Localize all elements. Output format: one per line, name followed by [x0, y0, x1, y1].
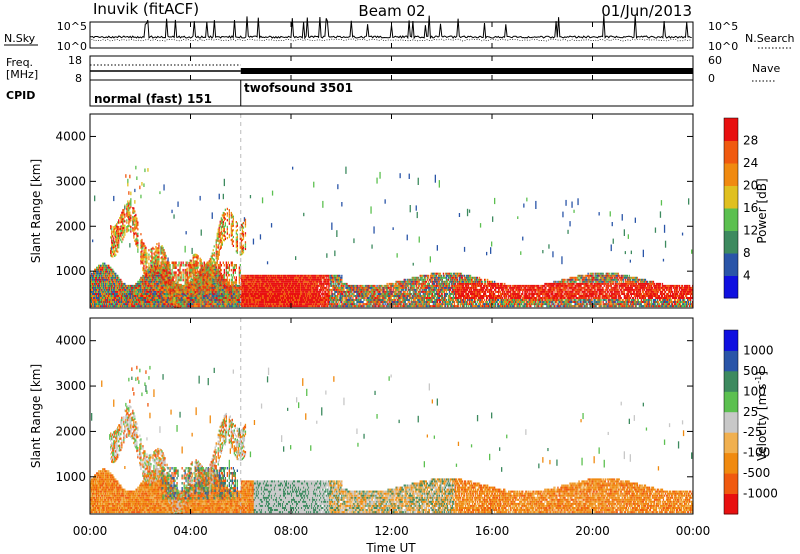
velocity-colorbar-tick-1: -500	[743, 466, 770, 480]
velocity-colorbar-segment	[724, 452, 738, 474]
power-panel: 1000 2000 3000 4000 Slant Range [km] 4 8 12 16…	[29, 113, 769, 309]
power-ytick-0: 1000	[55, 264, 86, 278]
noise-left-label: N.Sky	[4, 32, 36, 45]
power-colorbar-tick-1: 8	[743, 246, 751, 260]
time-tick-6: 00:00	[676, 524, 711, 538]
nave-tick-top: 60	[708, 54, 722, 67]
power-colorbar-tick-3: 16	[743, 201, 758, 215]
power-colorbar-tick-0: 4	[743, 269, 751, 283]
noise-trace	[89, 15, 692, 42]
power-colorbar-segment	[724, 140, 738, 164]
time-tick-0: 00:00	[73, 524, 108, 538]
power-colorbar-segment	[724, 275, 738, 299]
power-colorbar-segment	[724, 163, 738, 186]
velocity-colorbar-segment	[724, 350, 738, 372]
velocity-scatter	[90, 365, 693, 514]
power-colorbar-segment	[724, 253, 738, 276]
cpid-label: CPID	[6, 89, 35, 102]
velocity-colorbar-tick-2: -100	[743, 446, 770, 460]
power-scatter	[90, 165, 693, 308]
cpid-mode-normal: normal (fast) 151	[94, 92, 212, 106]
time-tick-3: 12:00	[374, 524, 409, 538]
velocity-colorbar-segment	[724, 432, 738, 454]
velocity-colorbar-tick-7: 1000	[743, 343, 774, 357]
velocity-ylabel: Slant Range [km]	[29, 364, 43, 468]
velocity-colorbar-tick-0: -1000	[743, 487, 778, 501]
velocity-colorbar-tick-6: 500	[743, 364, 766, 378]
power-ytick-1: 2000	[55, 219, 86, 233]
power-colorbar: 4 8 12 16 20 24 28	[723, 117, 758, 299]
station-title: Inuvik (fitACF)	[93, 0, 199, 18]
velocity-colorbar-tick-3: -25	[743, 425, 763, 439]
velocity-colorbar-label-sup: -1	[754, 376, 763, 384]
velocity-colorbar-segment	[724, 391, 738, 413]
velocity-colorbar-tick-4: 25	[743, 405, 758, 419]
freq-label-line2: [MHz]	[6, 68, 38, 81]
nave-tick-bottom: 0	[708, 72, 715, 85]
velocity-ytick-2: 3000	[55, 379, 86, 393]
beam-title: Beam 02	[358, 2, 425, 20]
time-tick-5: 20:00	[575, 524, 610, 538]
noise-panel: N.Sky 10^5 10^0 10^5 10^0 N.Search	[4, 15, 795, 53]
velocity-colorbar-segment	[724, 493, 738, 515]
power-colorbar-tick-6: 28	[743, 134, 758, 148]
velocity-colorbar-tick-5: 100	[743, 384, 766, 398]
noise-left-tick-bottom: 10^0	[57, 40, 87, 53]
noise-left-tick-top: 10^5	[57, 20, 87, 33]
cpid-mode-twofsound: twofsound 3501	[244, 81, 353, 95]
nave-label: Nave	[752, 62, 780, 75]
time-tick-1: 04:00	[173, 524, 208, 538]
velocity-colorbar-segment	[724, 330, 738, 351]
time-xlabel: Time UT	[365, 541, 416, 554]
freq-label-line1: Freq.	[6, 56, 33, 69]
power-colorbar-tick-2: 12	[743, 224, 758, 238]
power-colorbar-label: Power [dB]	[755, 178, 769, 243]
velocity-ytick-0: 1000	[55, 470, 86, 484]
velocity-colorbar-segment	[724, 411, 738, 433]
velocity-ytick-3: 4000	[55, 334, 86, 348]
power-colorbar-segment	[724, 230, 738, 254]
power-ylabel: Slant Range [km]	[29, 159, 43, 263]
power-colorbar-segment	[724, 208, 738, 231]
noise-right-tick-top: 10^5	[708, 20, 738, 33]
power-colorbar-tick-4: 20	[743, 179, 758, 193]
date-title: 01/Jun/2013	[601, 2, 692, 20]
power-colorbar-tick-5: 24	[743, 156, 758, 170]
power-colorbar-segment	[724, 118, 738, 141]
velocity-colorbar-segment	[724, 473, 738, 494]
time-axis: 00:00 04:00 08:00 12:00 16:00 20:00 00:00	[73, 22, 711, 538]
freq-tick-bottom: 8	[75, 72, 82, 85]
velocity-ytick-1: 2000	[55, 424, 86, 438]
freq-tick-top: 18	[68, 54, 82, 67]
cpid-panel: CPID normal (fast) 151 twofsound 3501	[6, 79, 694, 107]
power-colorbar-segment	[724, 185, 738, 209]
power-ytick-2: 3000	[55, 174, 86, 188]
freq-trace	[90, 64, 693, 74]
power-ytick-3: 4000	[55, 129, 86, 143]
noise-right-label: N.Search	[745, 32, 795, 45]
time-tick-2: 08:00	[274, 524, 309, 538]
noise-right-tick-bottom: 10^0	[708, 40, 738, 53]
velocity-colorbar-label-end: ]	[755, 371, 769, 376]
velocity-colorbar: -1000 -500 -100 -25 25 100 500 1000	[723, 329, 778, 515]
time-tick-4: 16:00	[475, 524, 510, 538]
velocity-colorbar-label-main: Velocity [m s	[755, 384, 769, 461]
velocity-colorbar-segment	[724, 370, 738, 392]
velocity-colorbar-label: Velocity [m s-1]	[754, 371, 769, 461]
